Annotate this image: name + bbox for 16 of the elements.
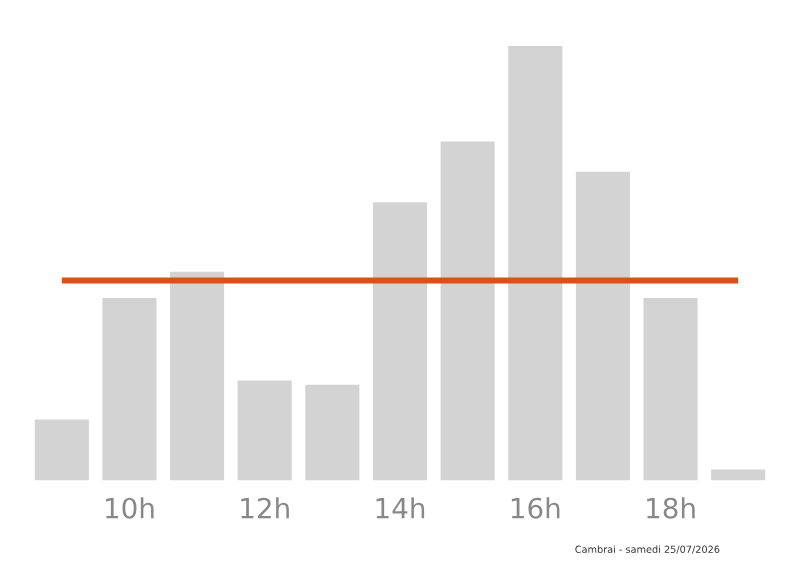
x-tick-label: 10h (106, 497, 154, 519)
bar (170, 271, 225, 481)
bar (508, 45, 563, 481)
bar (575, 171, 630, 481)
x-tick-label: 12h (241, 497, 289, 519)
bar (102, 297, 157, 481)
bar (643, 297, 698, 481)
bar (372, 202, 428, 481)
bar (711, 469, 766, 481)
x-tick-label: 16h (511, 497, 560, 519)
bar (305, 384, 360, 481)
bar (237, 380, 292, 481)
x-tick-label: 14h (376, 497, 425, 519)
bar (34, 419, 89, 481)
x-tick-label: 18h (647, 497, 695, 519)
bar (440, 141, 495, 481)
